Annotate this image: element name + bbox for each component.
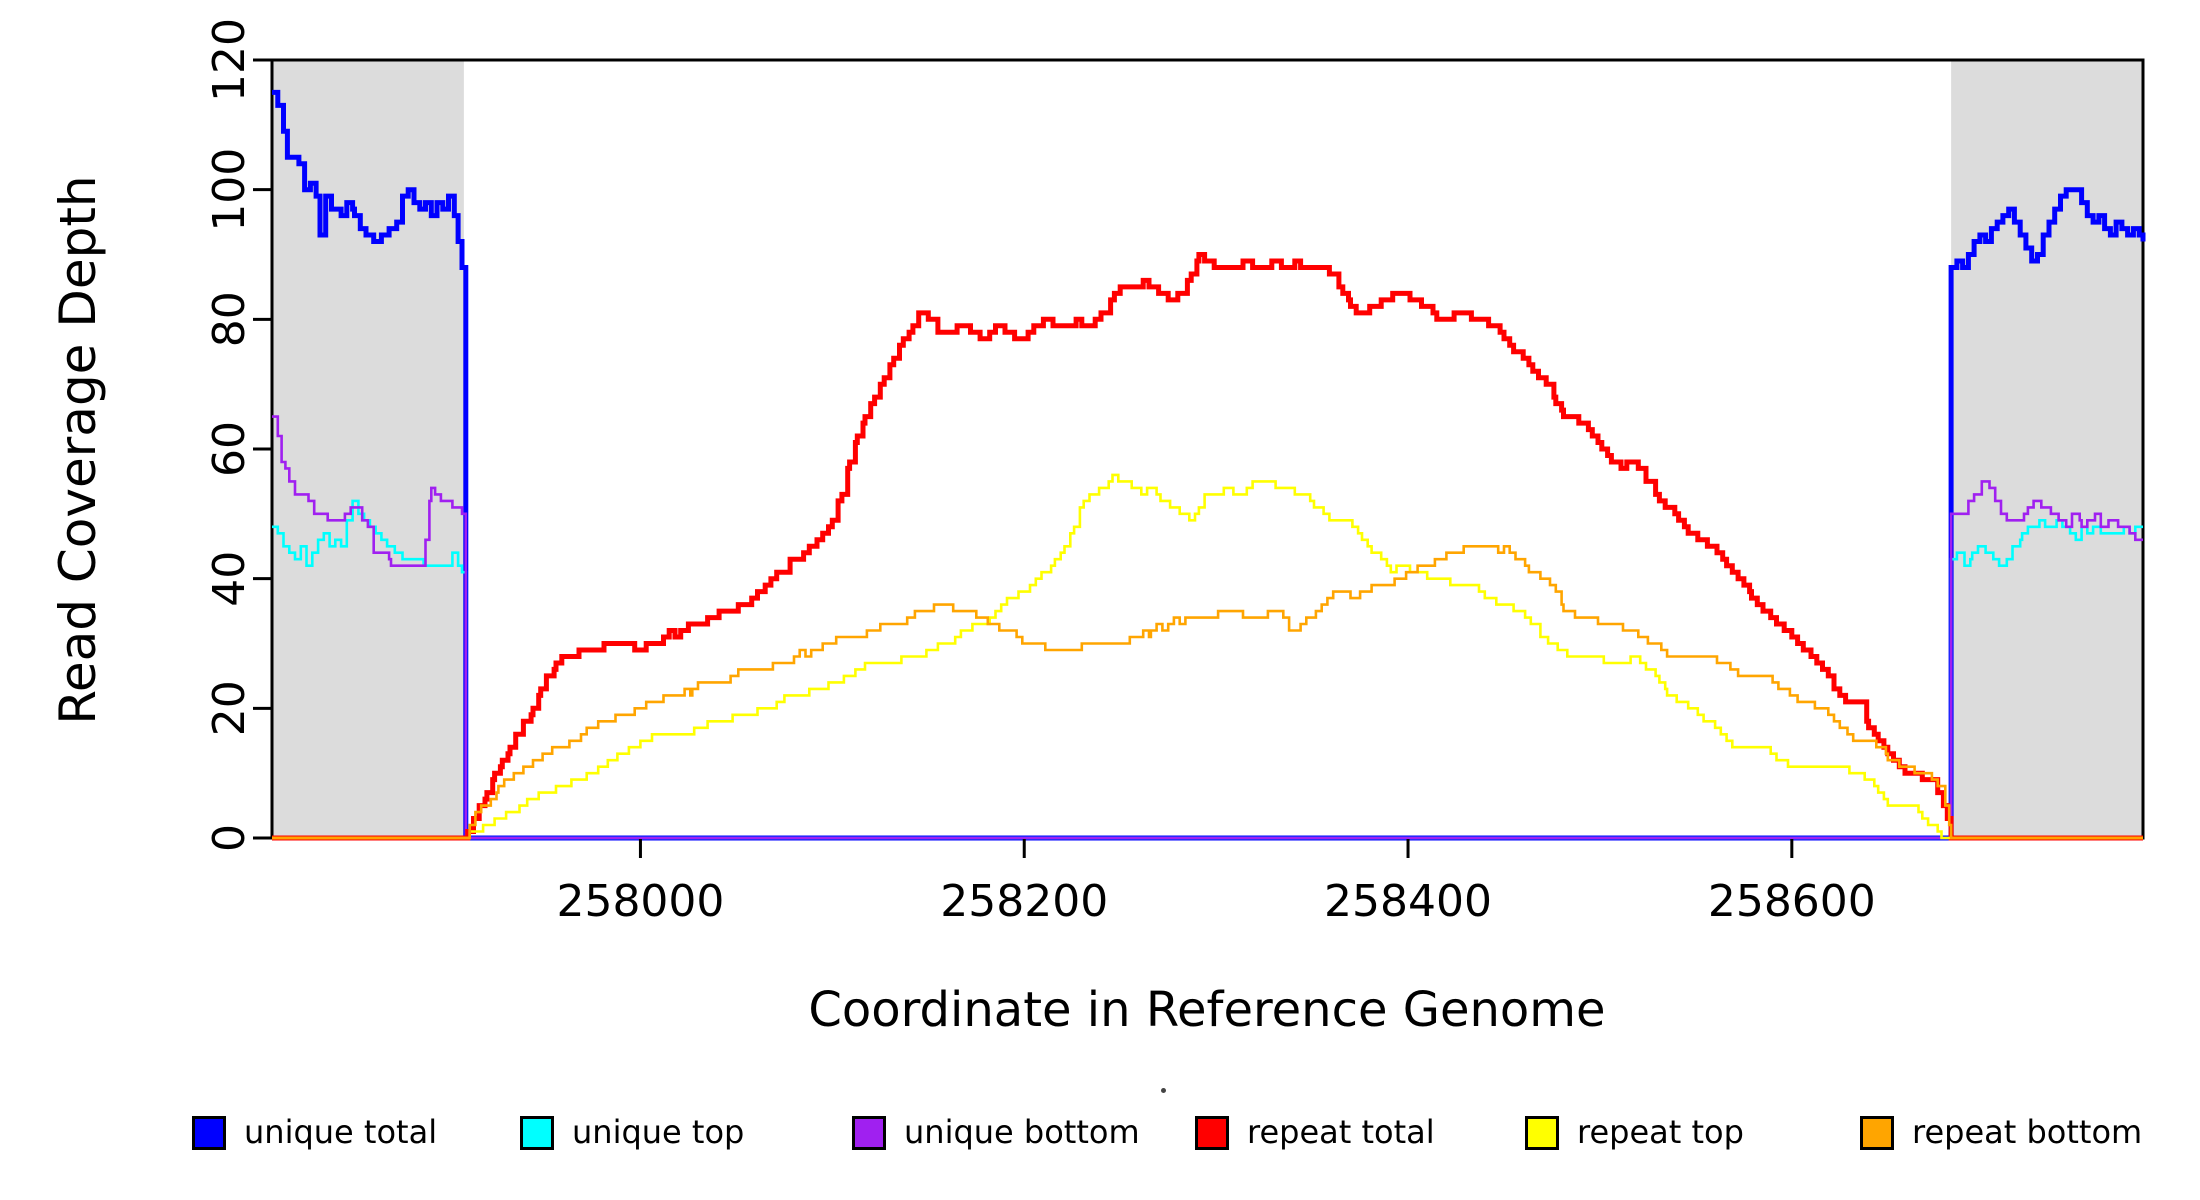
series-line-unique-total [272,89,2146,841]
x-axis-title: Coordinate in Reference Genome [808,982,1606,1038]
x-tick-label: 258000 [556,876,724,927]
y-tick-label: 40 [204,551,255,607]
series-line-repeat-top [272,473,2143,840]
stray-ink-dot [1161,1088,1166,1093]
x-tick-label: 258200 [940,876,1108,927]
y-tick-label: 60 [204,421,255,477]
y-tick-label: 80 [204,291,255,347]
y-tick-label: 0 [204,824,255,852]
y-axis-title: Read Coverage Depth [49,175,107,725]
shaded-region-left-flank [272,60,464,838]
series-line-repeat-bottom [272,545,2143,840]
y-tick-label: 120 [204,18,255,102]
y-tick-label: 20 [204,680,255,736]
shaded-region-right-flank [1951,60,2143,838]
series-line-repeat-total [272,252,2143,841]
y-tick-label: 100 [204,148,255,232]
x-tick-label: 258400 [1324,876,1492,927]
plot-border [270,58,2145,840]
x-tick-label: 258600 [1708,876,1876,927]
series-line-unique-bottom [272,415,2143,840]
